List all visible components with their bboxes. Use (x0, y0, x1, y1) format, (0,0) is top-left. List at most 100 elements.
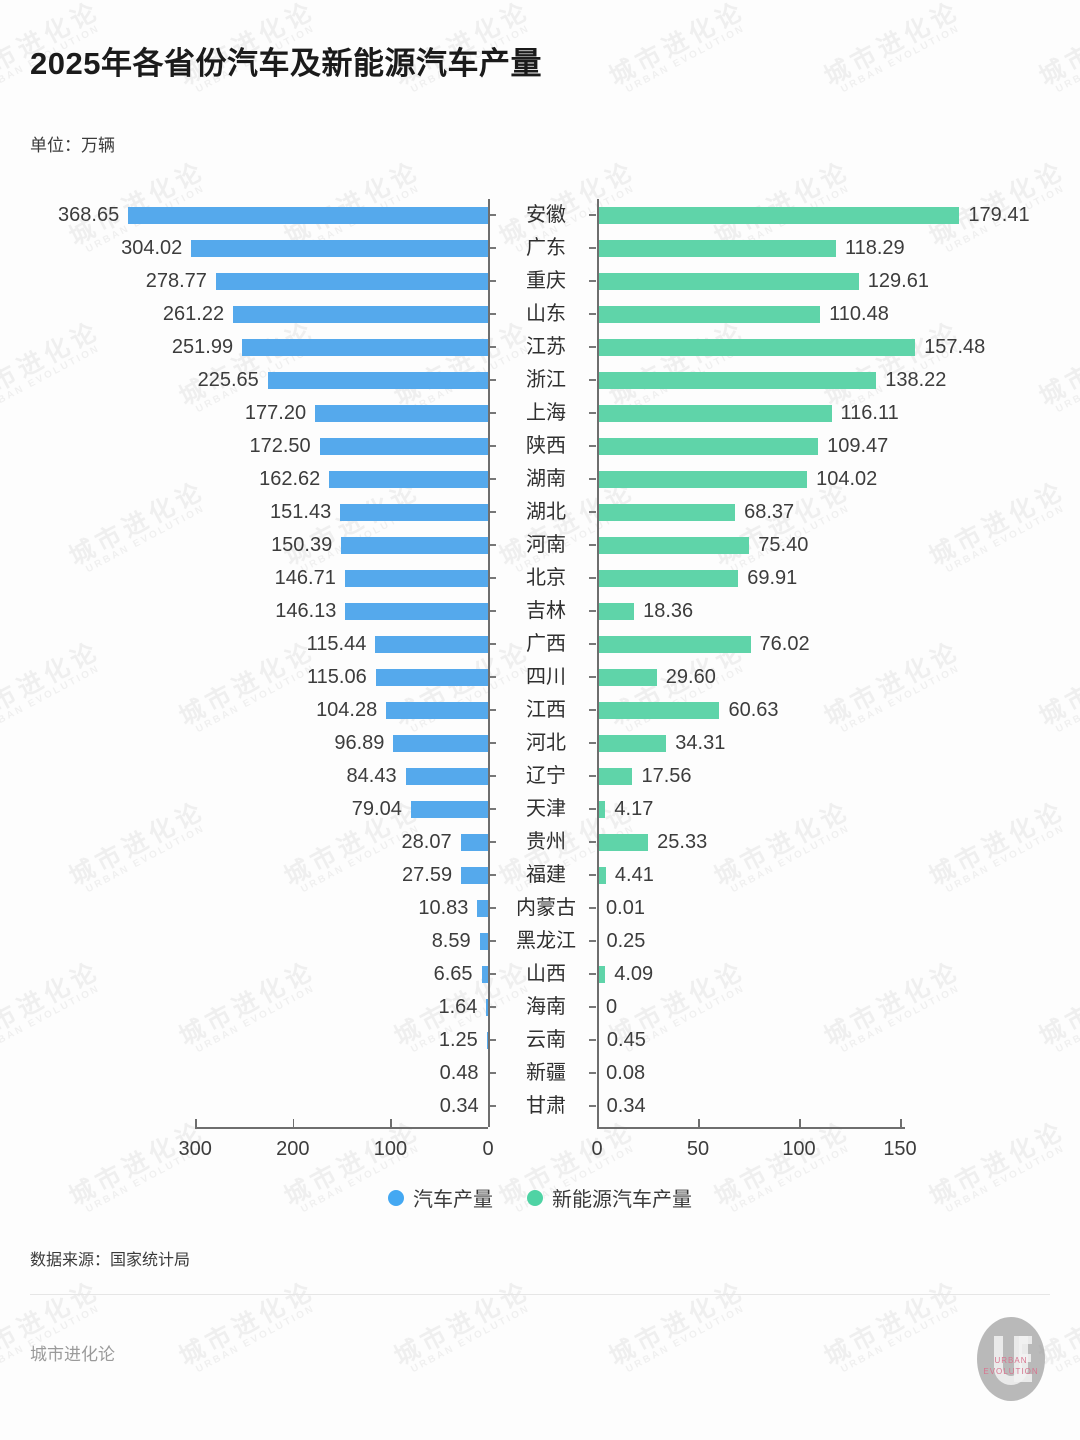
axis-tick (589, 841, 596, 843)
bar-label-vehicle-output: 225.65 (197, 369, 259, 391)
bar-vehicle-output (233, 306, 488, 323)
chart-row: 84.43 辽宁 17.56 (0, 760, 1080, 793)
axis-tick (489, 874, 496, 876)
axis-tick (589, 412, 596, 414)
bar-vehicle-output (410, 801, 488, 818)
bar-label-nev-output: 118.29 (844, 237, 905, 259)
chart-row: 0.34 甘肃 0.34 (0, 1090, 1080, 1123)
footer-divider (30, 1294, 1050, 1295)
axis-tick (489, 1105, 496, 1107)
category-label-province: 广东 (526, 237, 566, 259)
chart-row: 146.71 北京 69.91 (0, 562, 1080, 595)
category-label-province: 重庆 (526, 270, 566, 292)
legend-label: 汽车产量 (413, 1189, 493, 1211)
category-label-province: 天津 (526, 798, 566, 820)
bar-nev-output (597, 537, 750, 554)
chart-row: 28.07 贵州 25.33 (0, 826, 1080, 859)
bar-label-vehicle-output: 79.04 (351, 798, 402, 820)
category-label-province: 贵州 (526, 831, 566, 853)
axis-tick (489, 1072, 496, 1074)
chart-row: 368.65 安徽 179.41 (0, 199, 1080, 232)
chart-row: 150.39 河南 75.40 (0, 529, 1080, 562)
category-label-province: 河北 (526, 732, 566, 754)
legend-color-dot-icon (388, 1189, 404, 1206)
axis-tick (589, 280, 596, 282)
bar-vehicle-output (405, 768, 488, 785)
bar-label-vehicle-output: 84.43 (346, 765, 397, 787)
legend-item[interactable]: 汽车产量 (388, 1183, 493, 1212)
bar-label-vehicle-output: 0.48 (439, 1062, 479, 1084)
category-label-province: 云南 (526, 1029, 566, 1051)
category-label-province: 吉林 (526, 600, 566, 622)
bar-nev-output (597, 339, 916, 356)
bar-nev-output (597, 669, 657, 686)
axis-tick (489, 676, 496, 678)
axis-tick (489, 1039, 496, 1041)
axis-tick (489, 280, 496, 282)
bar-vehicle-output (242, 339, 488, 356)
axis-tick (489, 379, 496, 381)
axis-tick (589, 247, 596, 249)
bar-nev-output (597, 570, 739, 587)
bar-label-nev-output: 4.09 (614, 963, 654, 985)
axis-tick (489, 544, 496, 546)
chart-row: 304.02 广东 118.29 (0, 232, 1080, 265)
axis-tick (489, 841, 496, 843)
data-source-note: 数据来源：国家统计局 (30, 1252, 191, 1269)
bar-nev-output (597, 306, 821, 323)
axis-tick (589, 577, 596, 579)
x-axis-tick-label: 100 (782, 1138, 816, 1160)
chart-row: 251.99 江苏 157.48 (0, 331, 1080, 364)
x-axis-tick-label: 0 (482, 1138, 494, 1160)
bar-vehicle-output (340, 504, 488, 521)
category-label-province: 海南 (526, 996, 566, 1018)
chart-row: 151.43 湖北 68.37 (0, 496, 1080, 529)
bar-label-vehicle-output: 177.20 (244, 402, 307, 424)
bar-label-vehicle-output: 151.43 (270, 501, 332, 523)
bar-label-vehicle-output: 27.59 (402, 864, 453, 886)
bar-label-nev-output: 18.36 (643, 600, 694, 622)
legend-item[interactable]: 新能源汽车产量 (527, 1183, 692, 1212)
category-label-province: 湖南 (526, 468, 566, 490)
axis-tick (589, 478, 596, 480)
axis-tick (489, 577, 496, 579)
bar-label-vehicle-output: 150.39 (271, 534, 333, 556)
bar-nev-output (597, 240, 836, 257)
axis-tick (589, 214, 596, 216)
category-label-province: 辽宁 (526, 765, 566, 787)
chart-row: 172.50 陕西 109.47 (0, 430, 1080, 463)
chart-row: 8.59 黑龙江 0.25 (0, 925, 1080, 958)
axis-tick (489, 346, 496, 348)
axis-tick (589, 1006, 596, 1008)
axis-tick (589, 346, 596, 348)
axis-tick (489, 907, 496, 909)
axis-tick (589, 676, 596, 678)
category-label-province: 黑龙江 (516, 930, 576, 952)
bar-label-vehicle-output: 115.06 (307, 666, 367, 688)
chart-row: 1.25 云南 0.45 (0, 1024, 1080, 1057)
bar-label-nev-output: 29.60 (665, 666, 716, 688)
axis-tick (589, 610, 596, 612)
bar-vehicle-output (375, 636, 488, 653)
axis-tick (489, 775, 496, 777)
category-label-province: 四川 (526, 666, 566, 688)
chart-row: 6.65 山西 4.09 (0, 958, 1080, 991)
bar-label-vehicle-output: 304.02 (121, 237, 183, 259)
category-label-province: 福建 (526, 864, 566, 886)
category-label-province: 陕西 (526, 435, 566, 457)
axis-tick (589, 1105, 596, 1107)
bar-nev-output (597, 438, 819, 455)
axis-spine (488, 199, 490, 1127)
bar-nev-output (597, 372, 877, 389)
category-label-province: 北京 (526, 567, 566, 589)
bar-label-nev-output: 60.63 (728, 699, 779, 721)
bar-vehicle-output (375, 669, 488, 686)
axis-tick (489, 445, 496, 447)
bar-nev-output (597, 603, 635, 620)
x-axis-tick (698, 1119, 700, 1127)
